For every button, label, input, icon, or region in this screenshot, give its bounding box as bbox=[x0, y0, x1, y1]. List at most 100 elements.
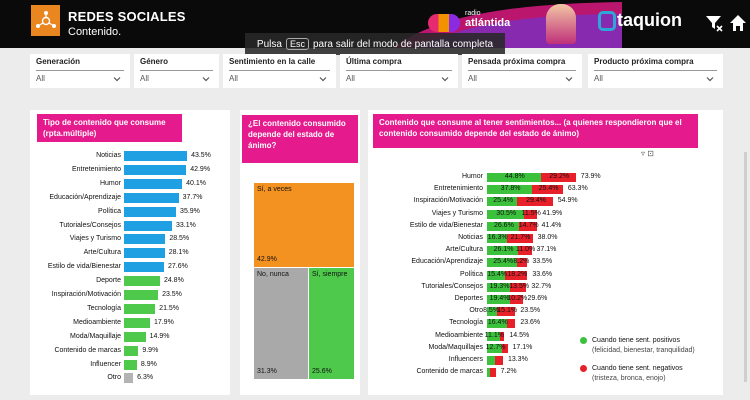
chevron-down-icon[interactable] bbox=[440, 74, 450, 84]
stacked-bar-negative bbox=[540, 173, 576, 182]
stacked-bar-negative bbox=[490, 368, 496, 378]
stacked-category-label: Estilo de vida/Bienestar bbox=[409, 221, 483, 229]
stacked-category-label: Viajes y Turismo bbox=[431, 209, 483, 217]
filter-value: All bbox=[140, 74, 149, 83]
bar bbox=[124, 178, 183, 189]
filter-divider bbox=[229, 70, 330, 71]
legend-subtitle: (felicidad, bienestar, tranquilidad) bbox=[592, 347, 695, 354]
bar bbox=[124, 373, 134, 384]
bar-category-label: Educación/Aprendizaje bbox=[49, 193, 121, 201]
stacked-bar-negative bbox=[497, 307, 516, 317]
filter-value: All bbox=[229, 74, 238, 83]
filter-divider bbox=[36, 70, 124, 71]
filter-label: Producto próxima compra bbox=[594, 57, 694, 66]
bar-category-label: Política bbox=[98, 207, 121, 215]
bar-value-label: 8.9% bbox=[140, 360, 157, 368]
stacked-bar-negative bbox=[506, 319, 516, 329]
negative-segment-label: 10.2% bbox=[507, 295, 528, 302]
bar bbox=[124, 276, 160, 287]
filter-divider bbox=[468, 70, 576, 71]
stacked-category-label: Otro bbox=[469, 307, 483, 315]
filter-producto-proxima-compra[interactable]: Producto próxima compra All bbox=[588, 54, 723, 88]
bar-value-label: 43.5% bbox=[191, 152, 211, 159]
filter-sentimiento[interactable]: Sentimiento en la calle All bbox=[223, 54, 336, 88]
treemap-cell bbox=[254, 183, 354, 268]
page-scrollbar[interactable] bbox=[744, 152, 747, 382]
bar-value-label: 37.7% bbox=[182, 193, 203, 201]
bar-category-label: Tutoriales/Consejos bbox=[59, 221, 121, 229]
home-icon[interactable] bbox=[728, 13, 748, 33]
legend-marker bbox=[580, 365, 587, 372]
stacked-bar-negative bbox=[506, 234, 533, 243]
positive-segment-label: 8.5% bbox=[483, 307, 500, 315]
bar-category-label: Influencer bbox=[90, 360, 121, 368]
chevron-down-icon[interactable] bbox=[201, 74, 211, 84]
chevron-down-icon[interactable] bbox=[112, 74, 122, 84]
negative-segment-label: 13.5% bbox=[509, 282, 530, 290]
stacked-bar-negative bbox=[510, 295, 523, 304]
filter-label: Generación bbox=[36, 57, 81, 66]
bar bbox=[124, 164, 187, 175]
treemap-cell-label: No, nunca bbox=[257, 271, 289, 279]
bar-value-label: 17.9% bbox=[153, 318, 174, 326]
stacked-total-label: 33.5% bbox=[532, 258, 553, 266]
bar-category-label: Tecnología bbox=[87, 304, 121, 312]
stacked-category-label: Educación/Aprendizaje bbox=[411, 258, 483, 266]
stacked-bar-positive bbox=[487, 185, 533, 195]
chevron-down-icon[interactable] bbox=[705, 74, 715, 84]
bar-category-label: Viajes y Turismo bbox=[69, 235, 121, 243]
treemap-cell-value: 42.9% bbox=[257, 256, 277, 264]
bar bbox=[124, 303, 156, 314]
treemap-cell bbox=[309, 268, 354, 379]
filter-value: All bbox=[468, 74, 477, 83]
filter-value: All bbox=[346, 74, 355, 83]
panel-estado-animo-title: ¿El contenido consumido depende del esta… bbox=[242, 115, 358, 163]
filter-genero[interactable]: Género All bbox=[134, 54, 219, 88]
stacked-bar-negative bbox=[502, 343, 508, 353]
visual-header-icons[interactable]: ▿ ⊡ bbox=[641, 149, 654, 158]
stacked-total-label: 32.7% bbox=[531, 282, 552, 290]
stacked-total-label: 7.2% bbox=[500, 368, 517, 376]
filter-divider bbox=[346, 70, 452, 71]
filter-generacion[interactable]: Generación All bbox=[30, 54, 130, 88]
stacked-bar-positive bbox=[487, 234, 507, 243]
negative-segment-label: 14.7% bbox=[518, 221, 539, 229]
app-subtitle: Contenido. bbox=[68, 26, 122, 38]
filter-pensada-proxima-compra[interactable]: Pensada próxima compra All bbox=[462, 54, 582, 88]
stacked-bar-positive bbox=[487, 307, 498, 317]
legend-subtitle: (tristeza, bronca, enojo) bbox=[592, 375, 666, 382]
stacked-total-label: 14.5% bbox=[509, 331, 530, 339]
bar bbox=[124, 234, 166, 245]
stacked-total-label: 54.9% bbox=[557, 197, 578, 205]
treemap-cell-label: Sí, a veces bbox=[257, 186, 292, 193]
treemap-cell bbox=[254, 268, 308, 379]
filter-icon[interactable] bbox=[704, 13, 724, 33]
positive-segment-label: 26.1% bbox=[493, 246, 514, 254]
chevron-down-icon[interactable] bbox=[318, 74, 328, 84]
stacked-bar-positive bbox=[487, 246, 519, 256]
negative-segment-label: 11.5% bbox=[521, 209, 541, 217]
chevron-down-icon[interactable] bbox=[564, 74, 574, 84]
filter-label: Pensada próxima compra bbox=[468, 57, 566, 66]
bar bbox=[124, 151, 188, 161]
filter-ultima-compra[interactable]: Última compra All bbox=[340, 54, 458, 88]
positive-segment-label: 25.4% bbox=[493, 197, 514, 205]
bar-value-label: 23.5% bbox=[162, 291, 182, 298]
stacked-total-label: 29.6% bbox=[527, 295, 548, 302]
stacked-bar-positive bbox=[487, 319, 507, 329]
stacked-total-label: 63.3% bbox=[567, 185, 588, 193]
panel-tipo-contenido-title: Tipo de contenido que consume (rpta.múlt… bbox=[37, 114, 182, 142]
bar-category-label: Deporte bbox=[96, 277, 121, 285]
positive-segment-label: 15.4% bbox=[487, 270, 508, 278]
toast-text-after: para salir del modo de pantalla completa bbox=[312, 38, 494, 50]
positive-segment-label: 16.4% bbox=[487, 319, 508, 327]
filter-divider bbox=[140, 70, 213, 71]
positive-segment-label: 26.6% bbox=[493, 221, 514, 229]
stacked-bar-negative bbox=[518, 246, 532, 256]
stacked-bar-negative bbox=[500, 331, 505, 341]
bar bbox=[124, 331, 146, 342]
bar-category-label: Noticias bbox=[96, 152, 121, 159]
treemap-cell-value: 31.3% bbox=[257, 368, 277, 375]
stacked-bar-positive bbox=[487, 343, 503, 353]
bar-value-label: 40.1% bbox=[186, 179, 206, 187]
